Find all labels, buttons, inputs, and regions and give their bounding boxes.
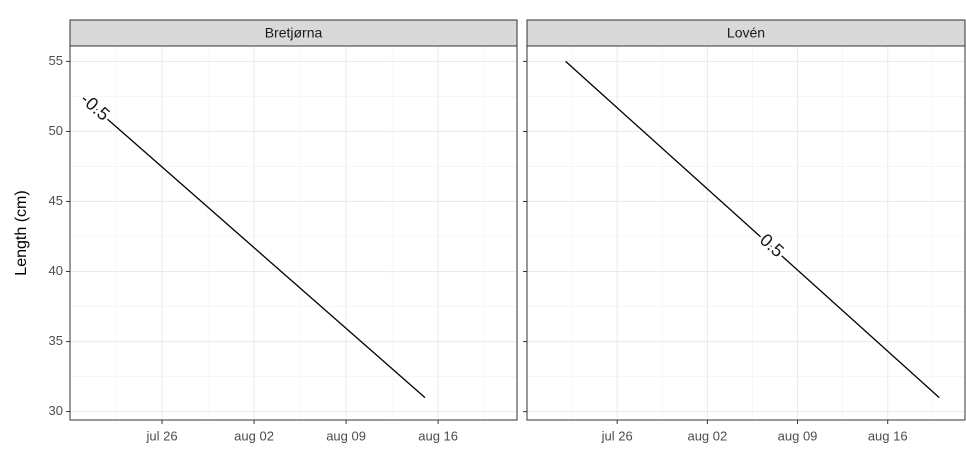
y-tick-label: 45 — [49, 193, 63, 208]
y-tick-label: 50 — [49, 123, 63, 138]
y-tick-label: 35 — [49, 333, 63, 348]
y-tick-label: 55 — [49, 53, 63, 68]
panel-border — [526, 45, 966, 421]
facet-strip — [69, 19, 518, 47]
panel-border — [69, 45, 518, 421]
facet-title: Bretjørna — [265, 25, 323, 41]
contour-line — [565, 60, 940, 399]
x-tick-label: jul 26 — [145, 428, 177, 443]
x-tick-label: jul 26 — [601, 428, 633, 443]
facet-title: Lovén — [727, 25, 765, 41]
panel-background — [70, 46, 517, 420]
x-tick-label: aug 16 — [868, 428, 908, 443]
x-tick-label: aug 02 — [687, 428, 727, 443]
x-tick-label: aug 09 — [778, 428, 818, 443]
y-axis-label: Length (cm) — [13, 190, 30, 275]
x-tick-label: aug 09 — [326, 428, 366, 443]
y-tick-label: 40 — [49, 263, 63, 278]
contour-line — [82, 97, 426, 399]
x-tick-label: aug 16 — [418, 428, 458, 443]
x-tick-label: aug 02 — [234, 428, 274, 443]
panel-background — [527, 46, 965, 420]
y-tick-label: 30 — [49, 403, 63, 418]
